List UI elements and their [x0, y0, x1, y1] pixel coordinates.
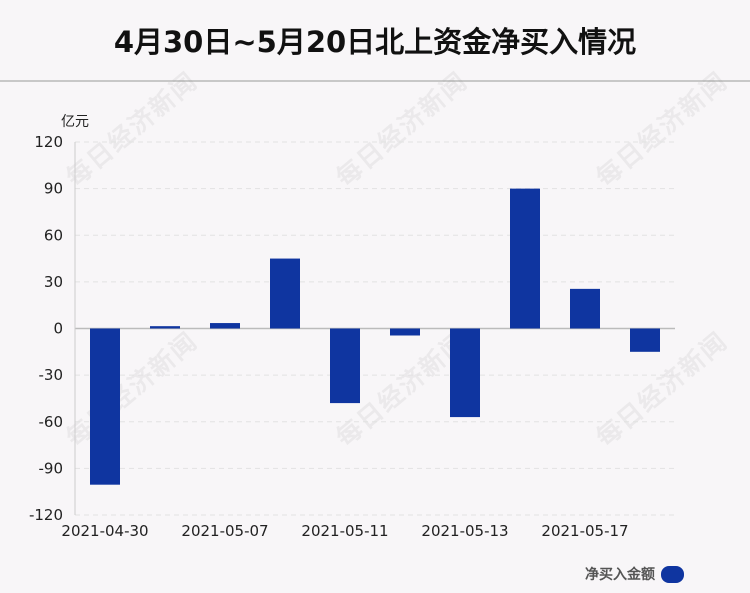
- x-tick-label: 2021-05-17: [541, 522, 628, 540]
- legend-label: 净买入金额: [585, 567, 655, 583]
- bar: [510, 188, 540, 329]
- chart-title: 4月30日~5月20日北上资金净买入情况: [113, 25, 637, 59]
- bar: [210, 323, 240, 329]
- x-tick-label: 2021-05-07: [181, 522, 268, 540]
- bar: [270, 258, 300, 329]
- y-tick-label: 120: [34, 133, 63, 151]
- bar: [330, 328, 360, 404]
- bar: [90, 328, 120, 485]
- y-tick-label: -60: [39, 413, 64, 431]
- y-axis-unit-label: 亿元: [61, 114, 89, 130]
- y-tick-label: -90: [39, 459, 64, 477]
- title-divider: [0, 80, 750, 82]
- bar: [630, 328, 660, 352]
- legend: 净买入金额: [585, 564, 684, 584]
- y-tick-label: -120: [29, 506, 63, 524]
- bar: [450, 328, 480, 418]
- bar: [150, 326, 180, 329]
- legend-swatch: [661, 565, 684, 583]
- y-tick-label: 60: [44, 226, 63, 244]
- x-tick-label: 2021-05-11: [301, 522, 388, 540]
- bar: [570, 288, 600, 329]
- y-tick-label: -30: [39, 366, 64, 384]
- x-tick-label: 2021-05-13: [421, 522, 508, 540]
- x-tick-label: 2021-04-30: [61, 522, 148, 540]
- y-tick-label: 90: [44, 180, 63, 198]
- y-tick-label: 0: [53, 320, 63, 338]
- y-tick-label: 30: [44, 273, 63, 291]
- bar: [390, 328, 420, 336]
